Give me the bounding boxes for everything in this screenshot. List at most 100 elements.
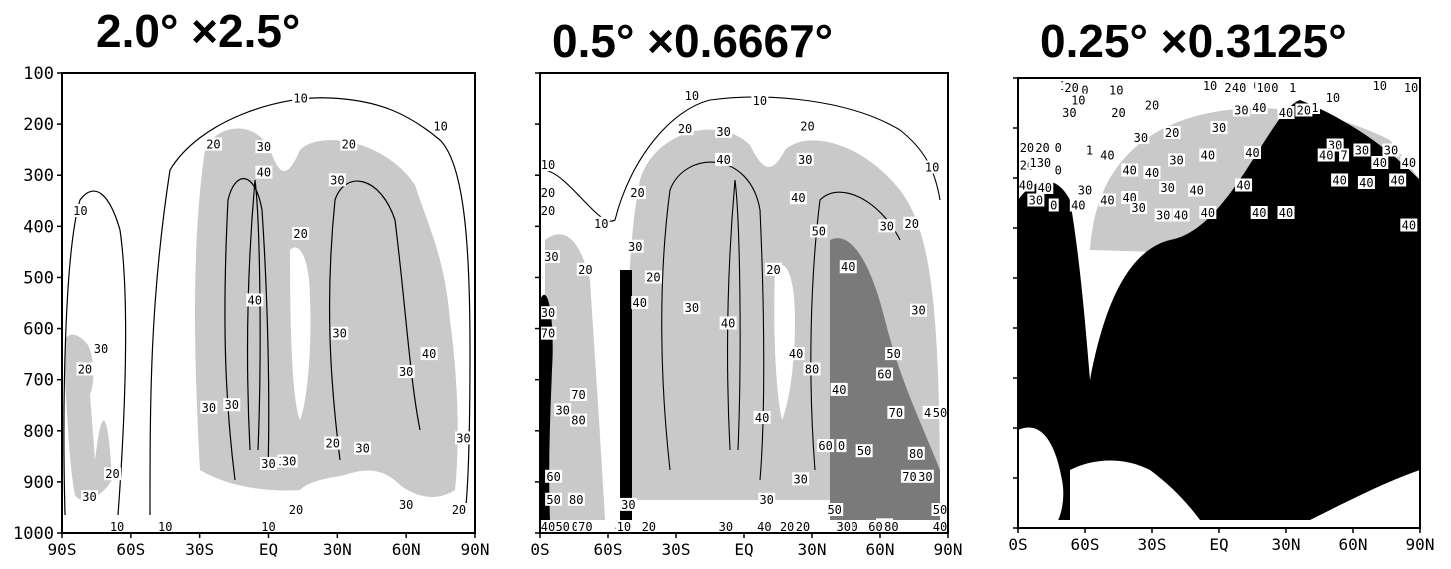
contour-label-box [1159, 181, 1177, 194]
contour-label: 1 [1311, 101, 1318, 115]
contour-label: 30 [399, 498, 413, 512]
contour-label-box [931, 503, 949, 516]
contour-label-box [1317, 148, 1335, 162]
contour-label: 30 [202, 401, 216, 415]
contour-label: 40 [791, 191, 805, 205]
contour-label: 20 [342, 138, 356, 152]
contour-label: 80 [805, 362, 819, 376]
contour-label-box [683, 301, 701, 315]
contour-label-box [1232, 103, 1250, 117]
contour-label: 40 [1279, 106, 1293, 120]
x-tick-label: 60S [1071, 535, 1100, 554]
contour-label-box [1371, 156, 1389, 169]
contour-label-box [882, 520, 900, 533]
contour-label: 1 [1289, 81, 1296, 95]
contour-label-box [246, 293, 264, 307]
contour-label-box [260, 457, 277, 470]
contour-label-box [810, 224, 828, 238]
x-tick-label: 60N [392, 540, 421, 559]
contour-label: 10 [685, 89, 699, 103]
contour-label-box [1018, 141, 1036, 154]
contour-30 [224, 178, 270, 481]
contour-label-box [455, 431, 473, 445]
contour-label: 10 [925, 161, 939, 175]
contour-label-box [1210, 121, 1228, 134]
contour-label-box [450, 503, 468, 516]
contour-label: 30 [685, 301, 699, 315]
contour-label: 0 [1271, 81, 1278, 95]
contour-label-box [878, 219, 896, 233]
contour-label: 30 [621, 498, 635, 512]
contour-label-box [92, 342, 110, 355]
contour-label-box [717, 520, 735, 533]
contour-label-box [223, 398, 241, 412]
x-tick-label: 60S [116, 540, 145, 559]
contour-label: 80 [884, 520, 898, 534]
contour-label: 30 [1212, 121, 1226, 135]
panel-title-1: 2.0° ×2.5° [96, 5, 301, 57]
contour-label: 20 [766, 263, 780, 277]
contour-label: 30 [544, 250, 558, 264]
contour-label-box [1110, 106, 1127, 119]
contour-label-box [255, 165, 273, 179]
contour-label-box [1036, 181, 1054, 194]
contour-label: 10 [73, 204, 87, 218]
contour-label: 10 [433, 120, 447, 134]
contour-label-box [1060, 106, 1078, 119]
contour-label: 40 [1359, 176, 1373, 190]
contour-label: 20 [1035, 141, 1049, 155]
shade-layer [65, 128, 458, 500]
contour-label: 40 [1236, 179, 1250, 193]
contour-label: 20 [646, 270, 660, 284]
contour-label-box [796, 152, 814, 166]
contour-label: 40 [1245, 146, 1259, 160]
contour-label-box [798, 119, 816, 133]
contour-label: 40 [757, 520, 771, 534]
contour-label-box [836, 439, 847, 453]
contour-label-box [539, 326, 557, 340]
contour-labels: 1020010102400100110101010202030304040201… [1017, 79, 1420, 233]
contour-label-box [676, 122, 694, 136]
contour-label: 40 [721, 316, 735, 330]
contour-label: 1 [1086, 144, 1093, 158]
contour-label: 40 [1390, 174, 1404, 188]
x-tick-label: EQ [259, 540, 278, 559]
contour-label-box [1163, 126, 1181, 139]
contour-label-box [1199, 148, 1217, 162]
contour-label-box [719, 316, 737, 330]
contour-label-box [1244, 146, 1261, 159]
contour-label: 10 [158, 520, 172, 534]
x-tick-label: 30N [323, 540, 352, 559]
contour-label-box [570, 413, 588, 427]
contour-label: 20 [326, 437, 340, 451]
contour-label-box [1034, 141, 1052, 154]
x-tick-label: 30S [662, 540, 691, 559]
x-axis: 90S 60S 30S EQ 30N 60N 90N [48, 533, 489, 559]
contour-label: 30 [1156, 209, 1170, 223]
contour-label-box [103, 467, 121, 481]
contour-label: 30 [793, 472, 807, 486]
contour-label: 130 [1029, 156, 1051, 170]
contour-label-box [539, 520, 557, 533]
contour-label: 40 [248, 293, 262, 307]
contour-label-box [792, 472, 810, 486]
contour-label-box [420, 347, 438, 361]
contour-label: 30 [1134, 131, 1148, 145]
contour-label: 40 [1122, 164, 1136, 178]
contour-label: 30 [541, 306, 555, 320]
contour-label: 20 [78, 362, 92, 376]
contour-label-box [204, 137, 222, 151]
contour-label: 40 [933, 520, 947, 534]
y-tick-label: 800 [23, 422, 54, 442]
contour-label-box [1130, 201, 1148, 214]
contour-label: 40 [1402, 156, 1416, 170]
contour-label-box [885, 347, 903, 361]
panel-title-2: 0.5° ×0.6667° [552, 15, 834, 67]
contour-label: 30 [257, 140, 271, 154]
contour-label-box [835, 520, 853, 533]
contour-label-box [156, 520, 174, 533]
contour-label: 20 [541, 204, 555, 218]
contour-label: 40 [1332, 174, 1346, 188]
contour-label: 10 [1203, 79, 1217, 93]
contour-label-box [1250, 206, 1268, 219]
